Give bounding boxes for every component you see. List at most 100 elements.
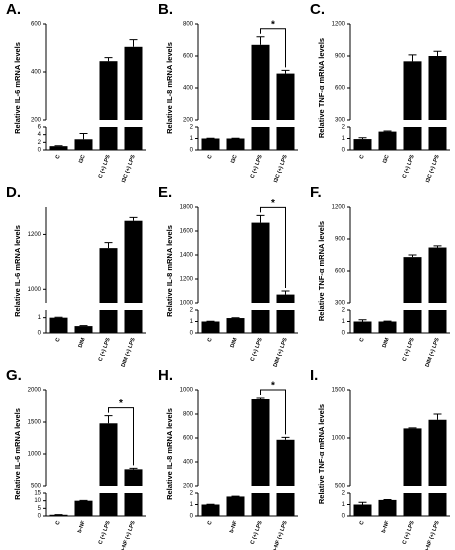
y-tick-label: 1000 <box>180 301 194 307</box>
x-tick-label: b-NF <box>229 520 239 534</box>
bar <box>201 504 220 516</box>
bar <box>74 139 93 150</box>
error-bar <box>408 254 417 258</box>
bar <box>74 500 93 516</box>
x-tick-label: C (+) LPS <box>98 520 112 545</box>
y-tick-label: 4 <box>38 132 42 138</box>
bar <box>49 317 68 333</box>
y-tick-label: 1 <box>190 319 194 325</box>
bar <box>403 257 422 303</box>
bar <box>428 419 447 486</box>
x-tick-label: C (+) LPS <box>250 520 264 545</box>
x-tick-label: C <box>359 337 366 343</box>
y-tick-label: 200 <box>183 484 194 490</box>
y-tick-label: 0 <box>190 514 194 520</box>
x-tick-label: C <box>55 154 62 160</box>
x-tick-label: C <box>207 337 214 343</box>
y-tick-label: 1 <box>38 315 42 321</box>
x-tick-label: C (+) LPS <box>250 154 264 179</box>
y-axis-label: Relative IL-8 mRNA levels <box>165 408 174 500</box>
y-axis-label: Relative IL-6 mRNA levels <box>13 408 22 500</box>
error-bar <box>104 57 113 62</box>
y-tick-label: 1 <box>342 502 346 508</box>
bar <box>403 493 422 516</box>
y-tick-label: 600 <box>183 54 194 60</box>
y-tick-label: 800 <box>183 22 194 28</box>
bar <box>428 247 447 303</box>
error-bar <box>281 436 290 440</box>
y-tick-label: 1 <box>190 136 194 142</box>
bar <box>403 428 422 486</box>
error-bar <box>358 319 367 322</box>
y-tick-label: 1200 <box>28 232 42 238</box>
y-tick-label: 400 <box>183 86 194 92</box>
x-tick-label: b-NF (+) LPS <box>120 520 137 550</box>
y-tick-label: 400 <box>183 460 194 466</box>
bar <box>251 493 270 516</box>
error-bar <box>281 69 290 74</box>
bar <box>428 56 447 120</box>
y-tick-label: 600 <box>183 436 194 442</box>
significance-bracket <box>260 28 286 68</box>
bar <box>124 46 143 120</box>
y-tick-label: 1000 <box>28 287 42 293</box>
y-axis-label: Relative IL-8 mRNA levels <box>165 225 174 317</box>
y-tick-label: 500 <box>335 484 346 490</box>
bar <box>99 423 118 486</box>
x-tick-label: C <box>207 154 214 160</box>
y-tick-label: 400 <box>31 70 42 76</box>
bar <box>428 493 447 516</box>
x-tick-label: C <box>359 520 366 526</box>
error-bar <box>104 415 113 424</box>
bar <box>99 310 118 333</box>
y-tick-label: 600 <box>335 86 346 92</box>
x-tick-label: I3C (+) LPS <box>425 154 441 184</box>
bar <box>251 222 270 303</box>
y-tick-label: 600 <box>335 269 346 275</box>
x-tick-label: C <box>55 337 62 343</box>
error-bar <box>256 36 265 45</box>
bar <box>251 127 270 150</box>
x-tick-label: I3C (+) LPS <box>273 154 289 184</box>
y-tick-label: 300 <box>335 301 346 307</box>
bar <box>124 310 143 333</box>
x-tick-label: b-NF (+) LPS <box>424 520 441 550</box>
bar <box>99 61 118 120</box>
bar <box>276 310 295 333</box>
x-tick-label: DIM <box>230 337 239 349</box>
y-tick-label: 2 <box>190 491 194 497</box>
y-tick-label: 2 <box>342 125 346 131</box>
significance-bracket <box>260 389 286 435</box>
bar <box>353 139 372 150</box>
error-bar <box>358 137 367 140</box>
bar <box>99 493 118 516</box>
significance-label: * <box>271 19 275 30</box>
error-bar <box>433 413 442 420</box>
y-tick-label: 2 <box>190 125 194 131</box>
significance-bracket <box>260 206 286 288</box>
bar <box>201 321 220 333</box>
y-tick-label: 2 <box>342 308 346 314</box>
bar <box>49 514 68 516</box>
bar <box>378 131 397 150</box>
panel-letter: I. <box>310 367 318 384</box>
x-tick-label: DIM (+) LPS <box>121 337 137 368</box>
bar <box>251 310 270 333</box>
y-tick-label: 1 <box>342 319 346 325</box>
bar <box>124 127 143 150</box>
y-tick-label: 200 <box>31 118 42 124</box>
bar <box>99 248 118 303</box>
error-bar <box>281 290 290 295</box>
x-tick-label: I3C <box>382 154 391 164</box>
y-tick-label: 1400 <box>180 253 194 259</box>
significance-label: * <box>119 398 123 409</box>
bar <box>251 44 270 120</box>
x-tick-label: C <box>359 154 366 160</box>
x-tick-label: I3C <box>230 154 239 164</box>
y-axis-label: Relative TNF-α mRNA levels <box>317 38 326 138</box>
y-tick-label: 0 <box>190 331 194 337</box>
y-tick-label: 2 <box>190 308 194 314</box>
y-tick-label: 10 <box>34 498 41 504</box>
y-axis-label: Relative IL-6 mRNA levels <box>13 42 22 134</box>
bar <box>403 310 422 333</box>
